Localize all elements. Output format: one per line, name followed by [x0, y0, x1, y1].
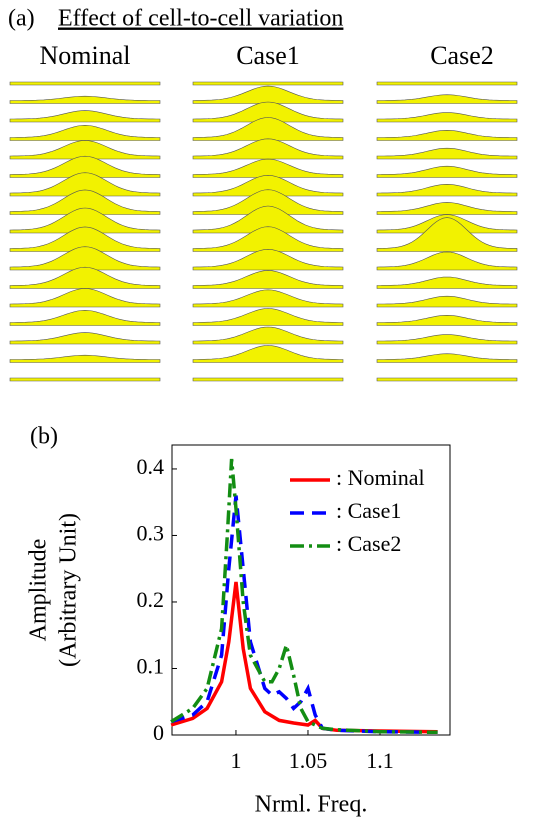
mode-strip	[192, 189, 344, 215]
mode-strip	[9, 309, 161, 326]
mode-strip	[192, 289, 344, 308]
mode-strip	[9, 189, 161, 215]
x-tick-label: 1.05	[289, 748, 328, 773]
mode-strip	[9, 124, 161, 141]
mode-strip	[192, 308, 344, 326]
mode-strip	[192, 205, 344, 234]
mode-strip	[376, 112, 518, 123]
mode-strip	[376, 183, 518, 197]
column-label: Nominal	[40, 41, 131, 70]
x-axis-label: Nrml. Freq.	[255, 792, 368, 818]
mode-strip	[9, 226, 161, 252]
x-tick-label: 1	[230, 748, 241, 773]
mode-strip	[376, 202, 518, 215]
x-tick-label: 1.1	[366, 748, 394, 773]
series-line	[170, 581, 438, 734]
mode-strip	[376, 334, 518, 345]
mode-strip	[376, 251, 518, 271]
mode-strip	[9, 354, 161, 363]
mode-strip	[192, 345, 344, 363]
mode-strip	[9, 266, 161, 289]
mode-strip	[376, 314, 518, 326]
mode-strip	[376, 353, 518, 363]
legend-label: : Case1	[336, 498, 401, 523]
mode-strip	[192, 101, 344, 123]
mode-strip	[192, 117, 344, 141]
mode-strip	[376, 377, 518, 382]
mode-strip	[376, 295, 518, 308]
column-label: Case2	[430, 41, 494, 70]
y-tick-label: 0.2	[137, 587, 165, 612]
series-line	[170, 458, 438, 735]
mode-strip	[192, 174, 344, 197]
plot-frame	[171, 444, 451, 736]
mode-strip	[376, 217, 518, 252]
mode-strip	[192, 158, 344, 178]
mode-strip	[9, 172, 161, 197]
mode-strip	[376, 81, 518, 86]
mode-strip	[9, 110, 161, 123]
mode-strip	[192, 226, 344, 252]
y-tick-label: 0.3	[137, 521, 165, 546]
panel-title: Effect of cell-to-cell variation	[58, 6, 343, 32]
panel-label: (b)	[30, 424, 58, 450]
mode-strip	[192, 81, 344, 86]
legend-label: : Case2	[336, 531, 401, 556]
mode-strip	[192, 270, 344, 289]
column-label: Case1	[236, 41, 300, 70]
legend-label: : Nominal	[336, 465, 425, 490]
mode-strip	[192, 248, 344, 271]
panel-label: (a)	[8, 6, 35, 32]
mode-strip	[9, 377, 161, 382]
mode-strip	[376, 147, 518, 160]
mode-strip	[376, 94, 518, 104]
mode-strip	[376, 276, 518, 289]
y-tick-label: 0.4	[137, 454, 165, 479]
mode-strip	[9, 332, 161, 345]
mode-strip	[376, 165, 518, 178]
y-axis-label: Amplitude	[26, 539, 52, 642]
mode-strip	[9, 246, 161, 271]
y-tick-label: 0.1	[137, 654, 165, 679]
mode-strip	[9, 155, 161, 178]
y-tick-label: 0	[153, 720, 164, 745]
mode-strip	[9, 81, 161, 86]
mode-strip	[192, 377, 344, 382]
mode-strip	[192, 85, 344, 104]
mode-strip	[9, 95, 161, 104]
mode-strip	[192, 326, 344, 345]
y-axis-label: (Arbitrary Unit)	[56, 513, 82, 667]
mode-strip	[9, 207, 161, 234]
mode-strip	[376, 129, 518, 141]
mode-strip	[192, 138, 344, 160]
mode-strip	[9, 140, 161, 160]
mode-strip	[9, 288, 161, 308]
